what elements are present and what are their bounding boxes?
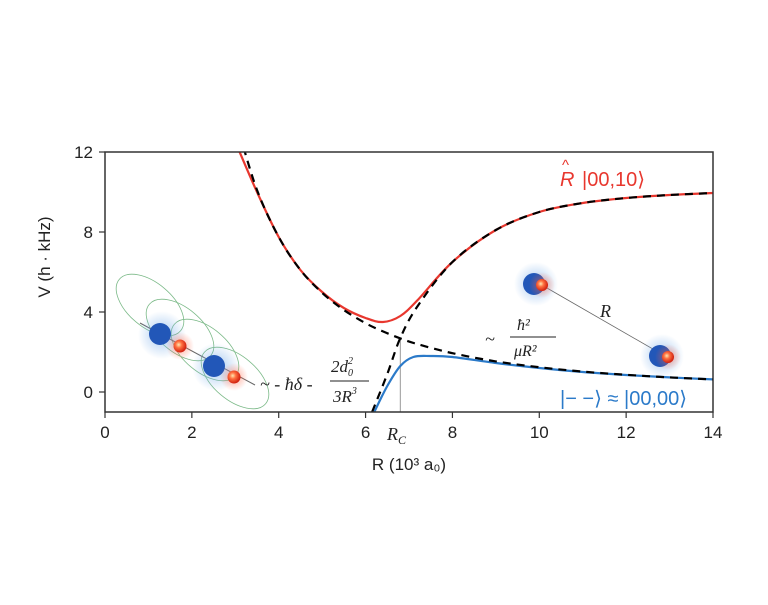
svg-text:ħ²: ħ² bbox=[517, 317, 531, 334]
dimer-illustration bbox=[115, 273, 270, 410]
molecule-atom-icon bbox=[203, 355, 225, 377]
x-tick-label: 2 bbox=[187, 423, 196, 442]
lower-state-label: |− −⟩ ≈ |00,00⟩ bbox=[560, 388, 687, 410]
x-tick-label: 0 bbox=[100, 423, 109, 442]
plot-frame bbox=[104, 151, 714, 413]
rc-label: RC bbox=[386, 424, 407, 447]
svg-text:~ - ħδ -: ~ - ħδ - bbox=[260, 374, 313, 394]
separation-illustration: R bbox=[514, 262, 684, 378]
separation-label: R bbox=[599, 301, 611, 321]
y-tick-label: 0 bbox=[84, 383, 93, 402]
x-axis-label: R (10³ a₀) bbox=[372, 455, 446, 474]
asymptote-dashed-1 bbox=[371, 191, 713, 412]
svg-text:^: ^ bbox=[562, 157, 569, 174]
x-tick-label: 12 bbox=[617, 423, 636, 442]
attractive-annotation: ~ - ħδ - 2d02 3R3 bbox=[260, 356, 369, 406]
molecule-atom-icon bbox=[149, 323, 171, 345]
y-tick-label: 8 bbox=[84, 223, 93, 242]
upper-state-label: R ^ |00,10⟩ bbox=[560, 157, 645, 191]
asymptote-dashed-0 bbox=[243, 152, 713, 381]
y-tick-label: 4 bbox=[84, 303, 93, 322]
svg-text:μR²: μR² bbox=[513, 343, 538, 360]
x-tick-label: 4 bbox=[274, 423, 283, 442]
svg-text:~: ~ bbox=[485, 329, 495, 349]
series-line-solid-0 bbox=[238, 152, 713, 324]
y-tick-label: 12 bbox=[74, 143, 93, 162]
svg-text:|00,10⟩: |00,10⟩ bbox=[582, 169, 645, 191]
repulsive-annotation: ~ ħ² μR² bbox=[485, 317, 556, 360]
svg-text:2d02: 2d02 bbox=[331, 356, 353, 379]
svg-text:R: R bbox=[560, 169, 574, 191]
svg-text:3R3: 3R3 bbox=[332, 386, 357, 406]
x-tick-label: 8 bbox=[448, 423, 457, 442]
x-tick-label: 14 bbox=[704, 423, 723, 442]
y-axis-label: V (h · kHz) bbox=[35, 216, 54, 297]
x-tick-label: 10 bbox=[530, 423, 549, 442]
x-tick-label: 6 bbox=[361, 423, 370, 442]
